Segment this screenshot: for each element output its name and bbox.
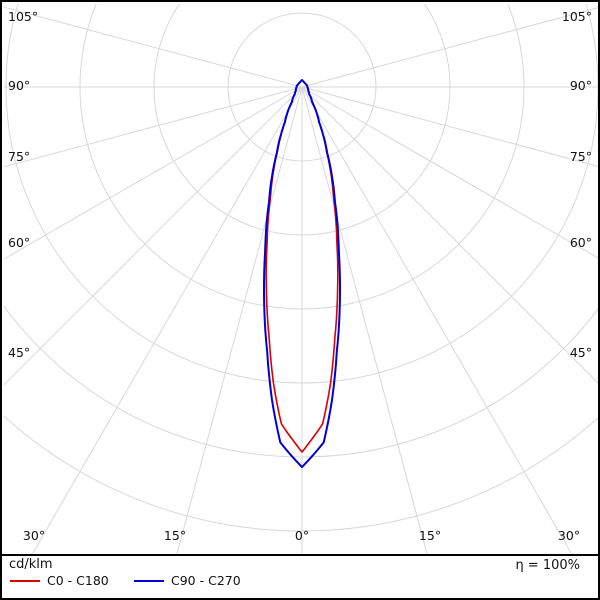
legend-label-c0-c180: C0 - C180 [47,573,109,588]
angle-label-bottom-0: 0° [294,528,310,543]
legend-swatch-c90-c270 [134,580,164,582]
angle-label-bottom-30-right: 30° [557,528,581,543]
angle-label-bottom-30-left: 30° [22,528,46,543]
legend-bar: cd/klm C0 - C180 C90 - C270 η = 100% [2,554,598,598]
angle-label-right-105: 105° [561,9,592,24]
legend-swatch-c0-c180 [10,580,40,582]
angle-label-bottom-15-right: 15° [418,528,442,543]
angle-label-right-45: 45° [569,345,592,360]
angle-label-bottom-15-left: 15° [163,528,187,543]
angle-label-right-90: 90° [569,78,592,93]
angle-label-left-75: 75° [8,149,31,164]
angle-label-left-45: 45° [8,345,31,360]
efficiency-label: η = 100% [515,558,580,573]
angle-label-left-105: 105° [8,9,39,24]
angle-label-left-60: 60° [8,235,31,250]
unit-label: cd/klm [9,557,53,572]
angle-label-right-75: 75° [569,149,592,164]
angle-label-left-90: 90° [8,78,31,93]
angle-label-right-60: 60° [569,235,592,250]
legend-label-c90-c270: C90 - C270 [171,573,241,588]
